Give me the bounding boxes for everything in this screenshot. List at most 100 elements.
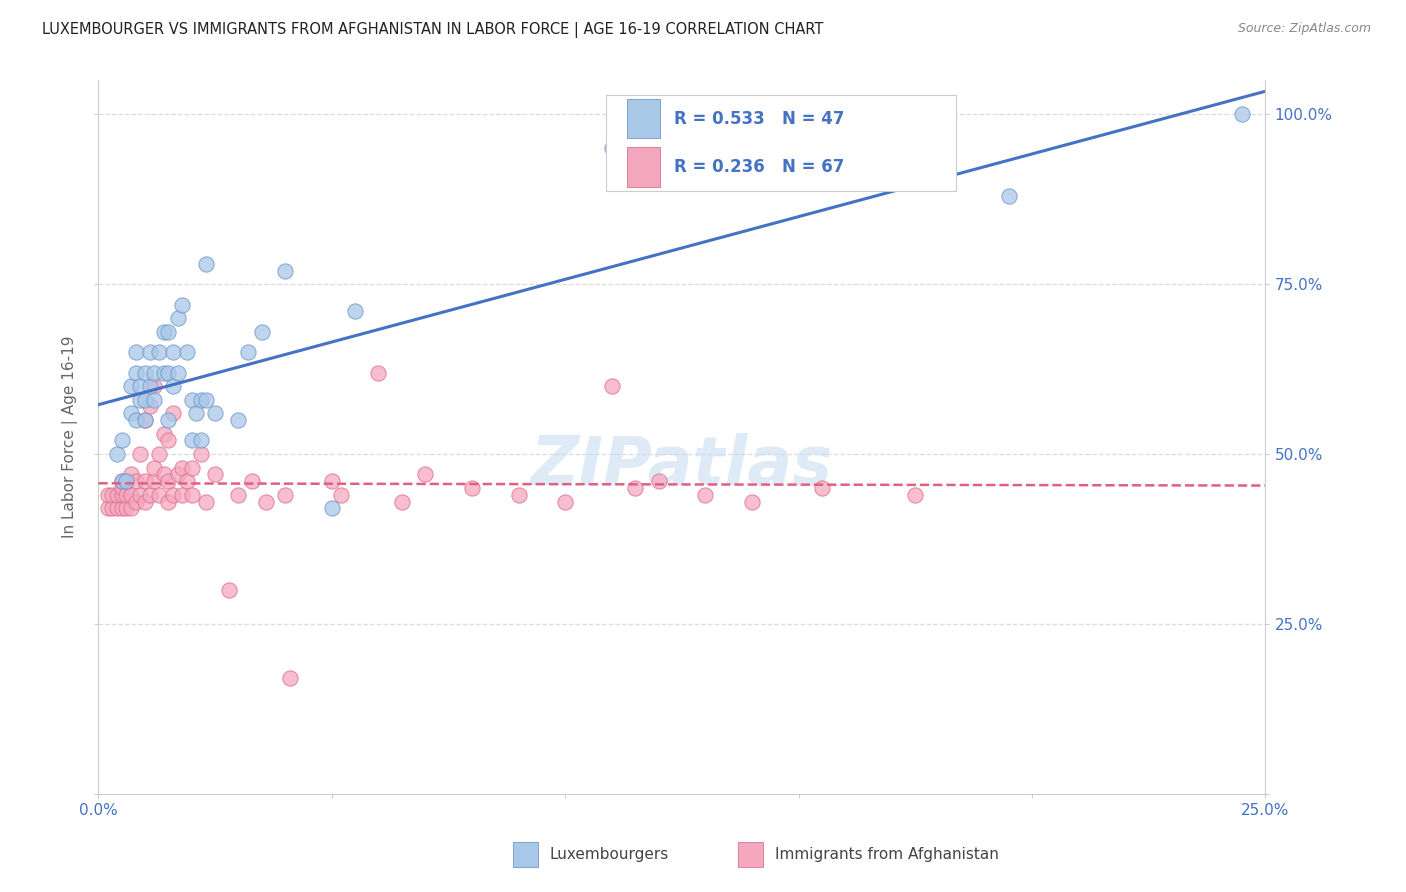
Point xyxy=(190,392,212,407)
Point xyxy=(143,379,166,393)
Point xyxy=(101,488,124,502)
Point xyxy=(111,488,134,502)
Point xyxy=(157,494,180,508)
Point xyxy=(152,366,174,380)
Point xyxy=(180,488,202,502)
Point xyxy=(344,304,367,318)
Point xyxy=(166,467,188,482)
Point xyxy=(120,488,142,502)
Point xyxy=(111,475,134,489)
Point xyxy=(274,263,297,277)
Point xyxy=(143,392,166,407)
Point xyxy=(115,475,138,489)
Point xyxy=(624,481,647,495)
Point xyxy=(997,189,1019,203)
Point xyxy=(204,406,226,420)
Point xyxy=(157,413,180,427)
Point xyxy=(413,467,436,482)
Point xyxy=(204,467,226,482)
Point xyxy=(152,426,174,441)
Point xyxy=(330,488,353,502)
Point xyxy=(278,671,301,685)
Point xyxy=(115,488,138,502)
Point xyxy=(194,494,217,508)
Point xyxy=(600,379,623,393)
Point xyxy=(256,494,278,508)
Point xyxy=(508,488,530,502)
Point xyxy=(228,488,250,502)
Point xyxy=(162,345,184,359)
Point xyxy=(176,475,198,489)
Point xyxy=(1230,107,1253,121)
Point xyxy=(180,434,202,448)
Point xyxy=(162,488,184,502)
Point xyxy=(115,501,138,516)
Point xyxy=(367,366,389,380)
Text: R = 0.236   N = 67: R = 0.236 N = 67 xyxy=(673,158,844,176)
Point xyxy=(134,494,156,508)
Point xyxy=(129,392,152,407)
Point xyxy=(172,297,194,311)
Point xyxy=(143,366,166,380)
Point xyxy=(461,481,484,495)
Point xyxy=(218,582,240,597)
Point xyxy=(105,447,128,461)
Point xyxy=(134,366,156,380)
Point xyxy=(134,475,156,489)
Point xyxy=(105,501,128,516)
Point xyxy=(172,460,194,475)
Point xyxy=(554,494,576,508)
Y-axis label: In Labor Force | Age 16-19: In Labor Force | Age 16-19 xyxy=(62,335,79,539)
Point xyxy=(120,379,142,393)
Bar xyxy=(627,99,659,138)
Point xyxy=(139,488,162,502)
Point xyxy=(129,447,152,461)
Point xyxy=(190,447,212,461)
Point xyxy=(811,481,834,495)
Point xyxy=(111,475,134,489)
Point xyxy=(139,379,162,393)
Point xyxy=(904,488,927,502)
Text: ZIPatlas: ZIPatlas xyxy=(531,433,832,499)
Point xyxy=(125,345,148,359)
Point xyxy=(111,481,134,495)
Point xyxy=(194,392,217,407)
Point xyxy=(250,325,273,339)
Point xyxy=(148,447,170,461)
Point xyxy=(143,475,166,489)
Point xyxy=(125,413,148,427)
Point xyxy=(321,501,343,516)
Text: Luxembourgers: Luxembourgers xyxy=(550,847,669,862)
Point xyxy=(194,257,217,271)
FancyBboxPatch shape xyxy=(606,95,956,191)
Point xyxy=(134,413,156,427)
Point xyxy=(125,366,148,380)
Point xyxy=(166,311,188,326)
Point xyxy=(741,494,763,508)
Point xyxy=(242,475,264,489)
Point xyxy=(125,475,148,489)
Point xyxy=(157,475,180,489)
Point xyxy=(148,488,170,502)
Text: Immigrants from Afghanistan: Immigrants from Afghanistan xyxy=(775,847,998,862)
Point xyxy=(176,345,198,359)
Point xyxy=(148,345,170,359)
Text: Source: ZipAtlas.com: Source: ZipAtlas.com xyxy=(1237,22,1371,36)
Point xyxy=(274,488,297,502)
Point xyxy=(152,467,174,482)
Point xyxy=(129,488,152,502)
Point xyxy=(157,434,180,448)
Point xyxy=(236,345,259,359)
Point xyxy=(166,366,188,380)
Text: R = 0.533   N = 47: R = 0.533 N = 47 xyxy=(673,110,844,128)
Point xyxy=(157,325,180,339)
Text: LUXEMBOURGER VS IMMIGRANTS FROM AFGHANISTAN IN LABOR FORCE | AGE 16-19 CORRELATI: LUXEMBOURGER VS IMMIGRANTS FROM AFGHANIS… xyxy=(42,22,824,38)
Point xyxy=(120,501,142,516)
Point xyxy=(139,345,162,359)
Point xyxy=(115,475,138,489)
Point xyxy=(111,434,134,448)
Point xyxy=(162,379,184,393)
Point xyxy=(129,379,152,393)
Point xyxy=(111,501,134,516)
Point xyxy=(172,488,194,502)
